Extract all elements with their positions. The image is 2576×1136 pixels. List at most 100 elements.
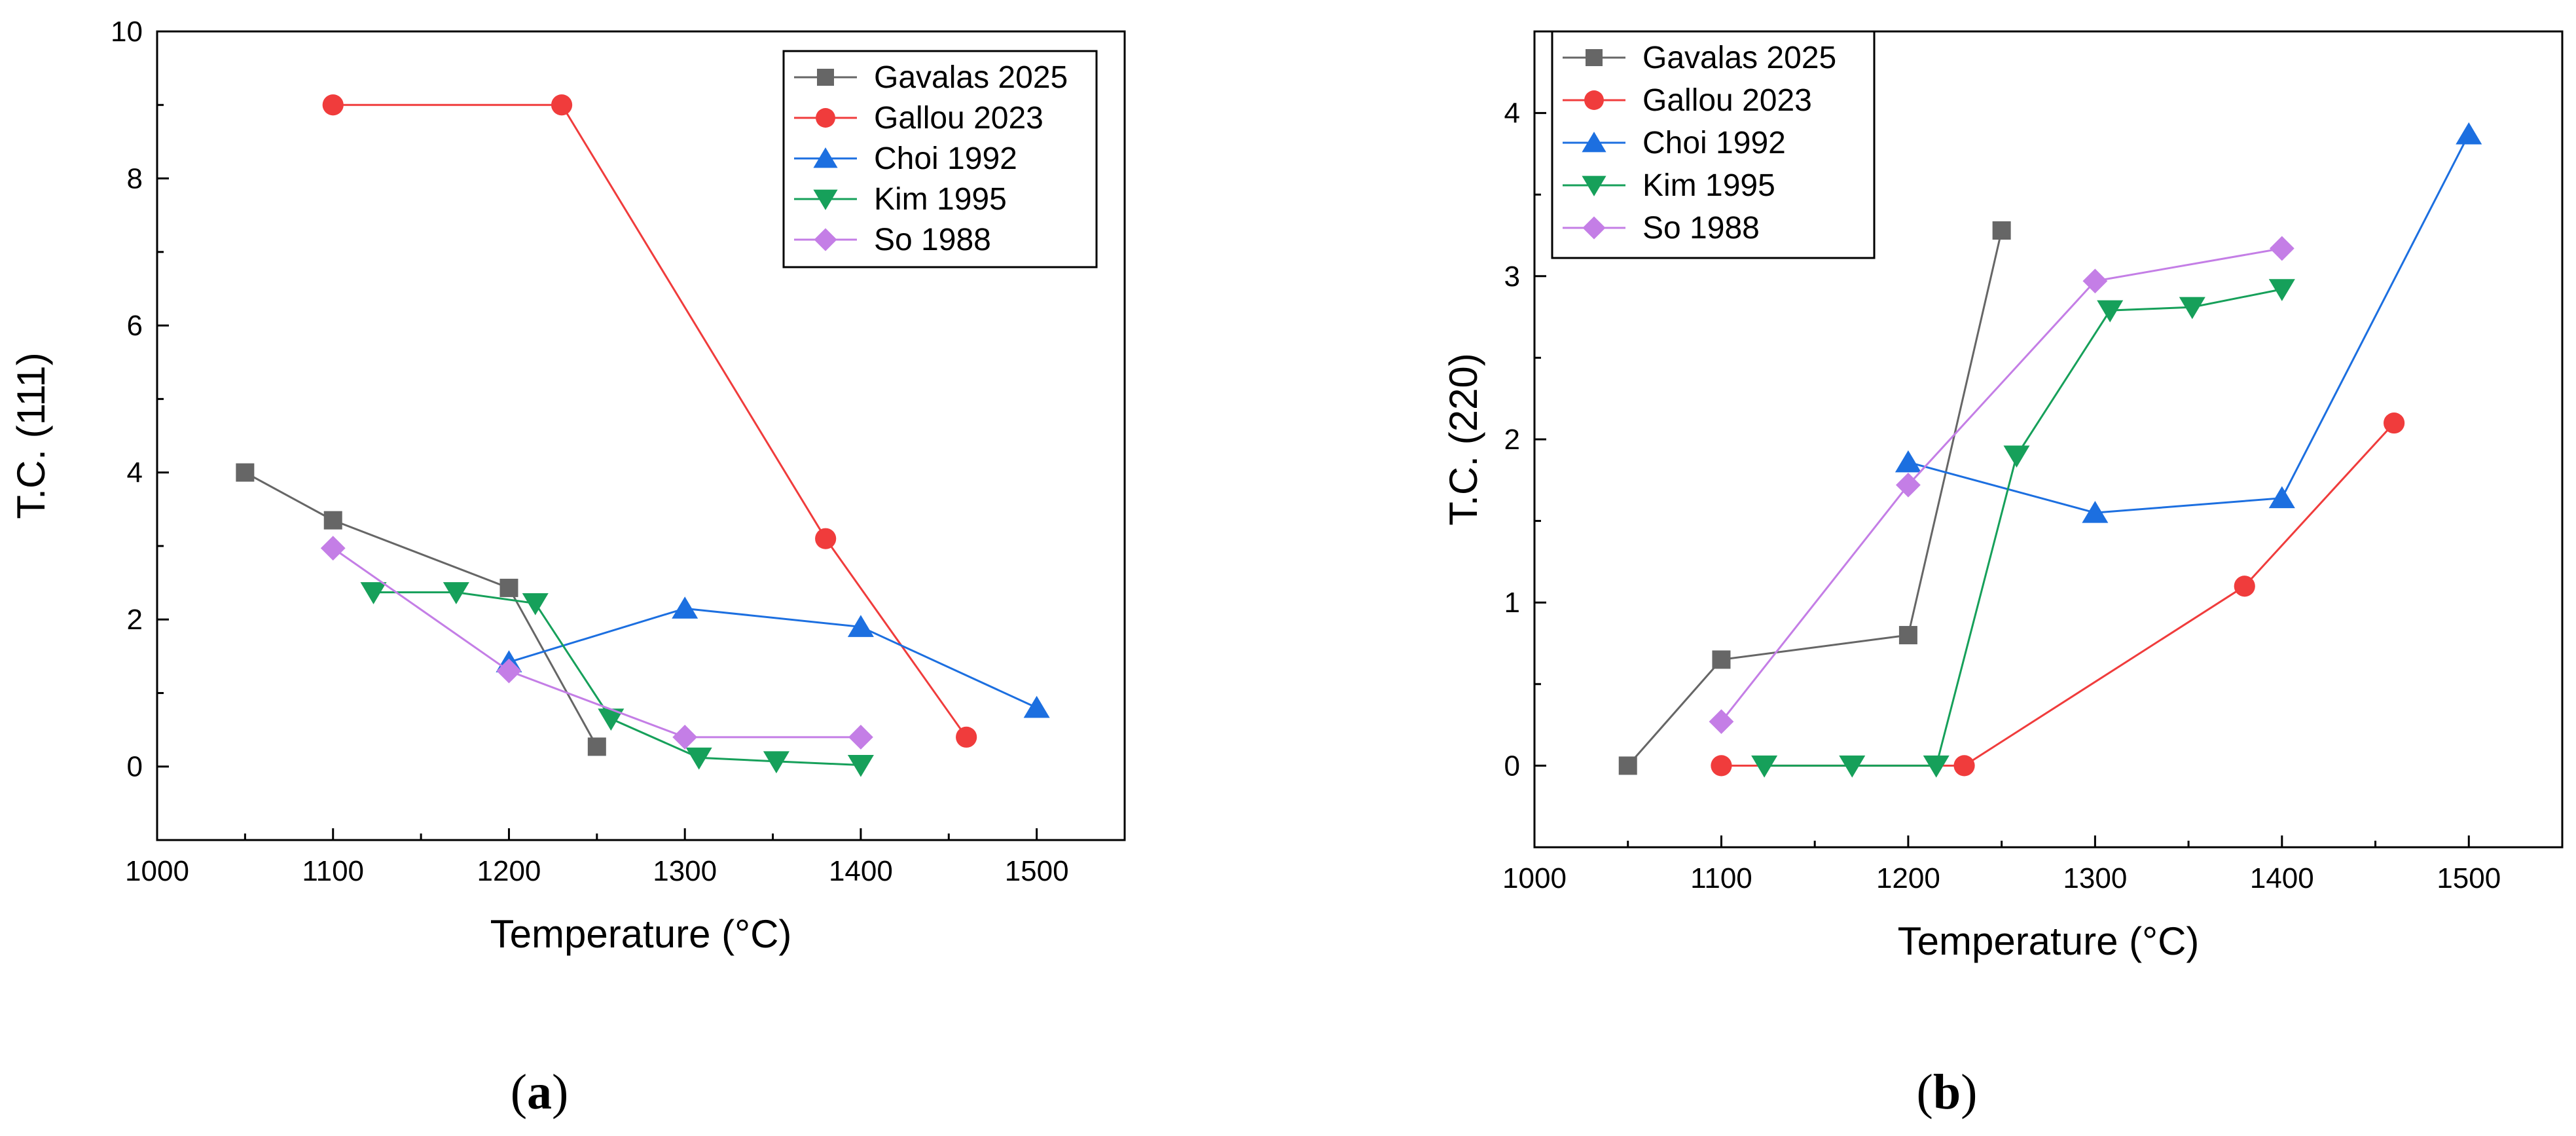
data-point [496, 658, 522, 684]
legend-label: Gavalas 2025 [874, 60, 1068, 95]
data-point [323, 511, 342, 530]
data-point [2097, 300, 2124, 323]
data-point [847, 615, 874, 637]
data-point [1709, 709, 1734, 735]
legend: Gavalas 2025 Gallou 2023 Choi 1992 Kim 1995… [1551, 30, 1876, 259]
data-point [322, 94, 344, 116]
x-tick-label: 1300 [653, 855, 717, 887]
series-so-1988 [1709, 236, 2295, 735]
data-point [551, 94, 573, 116]
data-point [763, 751, 789, 774]
x-tick-label: 1300 [2063, 862, 2127, 894]
caption-close: ) [1961, 1065, 1977, 1120]
legend-marker [1582, 175, 1606, 196]
legend-label: Kim 1995 [1642, 168, 1775, 203]
y-tick-label: 0 [127, 751, 143, 783]
legend: Gavalas 2025 Gallou 2023 Choi 1992 Kim 1995… [782, 50, 1098, 268]
data-point [1839, 755, 1866, 778]
x-tick-label: 1000 [125, 855, 189, 887]
data-point [848, 724, 873, 750]
data-point [672, 724, 698, 750]
data-point [1898, 626, 1917, 645]
data-point [320, 536, 346, 561]
series-line [509, 607, 1038, 709]
caption-letter: a [527, 1065, 552, 1120]
legend-label: Choi 1992 [1642, 126, 1786, 160]
caption-open: ( [511, 1065, 527, 1120]
data-point [1896, 472, 1921, 498]
data-point [672, 596, 698, 619]
y-tick-label: 3 [1504, 261, 1520, 293]
data-point [1923, 755, 1950, 778]
x-tick-label: 1100 [302, 855, 364, 887]
series-gavalas-2025 [236, 463, 606, 756]
data-point [2082, 500, 2109, 523]
data-point [2268, 279, 2295, 301]
data-point [1895, 450, 1921, 473]
data-point [685, 747, 712, 770]
y-axis-title: T.C. (111) [9, 352, 53, 519]
series-line [244, 471, 598, 748]
data-point [522, 593, 549, 615]
x-tick-label: 1400 [2250, 862, 2314, 894]
data-point [499, 578, 518, 597]
y-tick-label: 6 [127, 310, 143, 342]
series-kim-1995 [1751, 279, 2295, 778]
legend-box [1551, 30, 1876, 259]
data-point [2268, 486, 2295, 509]
data-point [598, 708, 625, 731]
series-line [333, 103, 968, 738]
data-point [1618, 756, 1637, 775]
y-axis-title: T.C. (220) [1442, 353, 1485, 525]
series-gallou-2023 [322, 94, 977, 748]
data-point [2179, 297, 2205, 320]
legend-label: Gallou 2023 [1642, 83, 1812, 118]
y-tick-label: 4 [127, 457, 143, 489]
x-tick-label: 1100 [1690, 862, 1752, 894]
data-point [2456, 122, 2482, 145]
legend-marker [817, 69, 834, 86]
legend-marker [813, 189, 838, 210]
legend-marker [813, 147, 838, 168]
data-point [847, 755, 874, 777]
x-tick-label: 1000 [1502, 862, 1567, 894]
x-tick-label: 1400 [829, 855, 893, 887]
legend-label: Kim 1995 [874, 182, 1007, 217]
data-point [587, 737, 606, 756]
legend-label: So 1988 [874, 223, 991, 257]
data-point [1023, 695, 1050, 718]
series-choi-1992 [496, 596, 1050, 718]
series-line [1627, 230, 2003, 767]
caption-close: ) [552, 1065, 568, 1120]
x-axis-title: Temperature (°C) [490, 912, 792, 956]
data-point [1711, 755, 1732, 777]
data-point [2383, 412, 2405, 434]
caption-open: ( [1917, 1065, 1933, 1120]
series-gavalas-2025 [1618, 221, 2011, 775]
caption-letter: b [1933, 1065, 1961, 1120]
chart-panel-a: 1000 1100 1200 1300 1400 1500 0 2 4 6 8 10 Temperatu… [9, 16, 1126, 1120]
x-tick-label: 1200 [477, 855, 541, 887]
legend-label: Gallou 2023 [874, 101, 1043, 136]
legend-marker [814, 228, 837, 251]
legend-marker [1582, 132, 1606, 153]
series-line [1720, 247, 2283, 723]
y-tick-label: 2 [127, 604, 143, 636]
data-point [236, 463, 255, 482]
y-tick-label: 0 [1504, 750, 1520, 782]
data-point [2003, 445, 2030, 468]
legend-label: Gavalas 2025 [1642, 41, 1836, 75]
panel-caption: (b) [1917, 1065, 1978, 1120]
data-point [2234, 576, 2255, 597]
data-point [2269, 236, 2295, 261]
series-line [1908, 134, 2470, 514]
series-gallou-2023 [1711, 412, 2405, 777]
y-tick-label: 4 [1504, 98, 1520, 130]
legend-marker [1584, 90, 1604, 110]
legend-label: So 1988 [1642, 211, 1760, 246]
series-kim-1995 [360, 582, 874, 777]
y-tick-label: 8 [127, 163, 143, 195]
data-point [1751, 755, 1778, 778]
legend-marker [816, 108, 835, 128]
